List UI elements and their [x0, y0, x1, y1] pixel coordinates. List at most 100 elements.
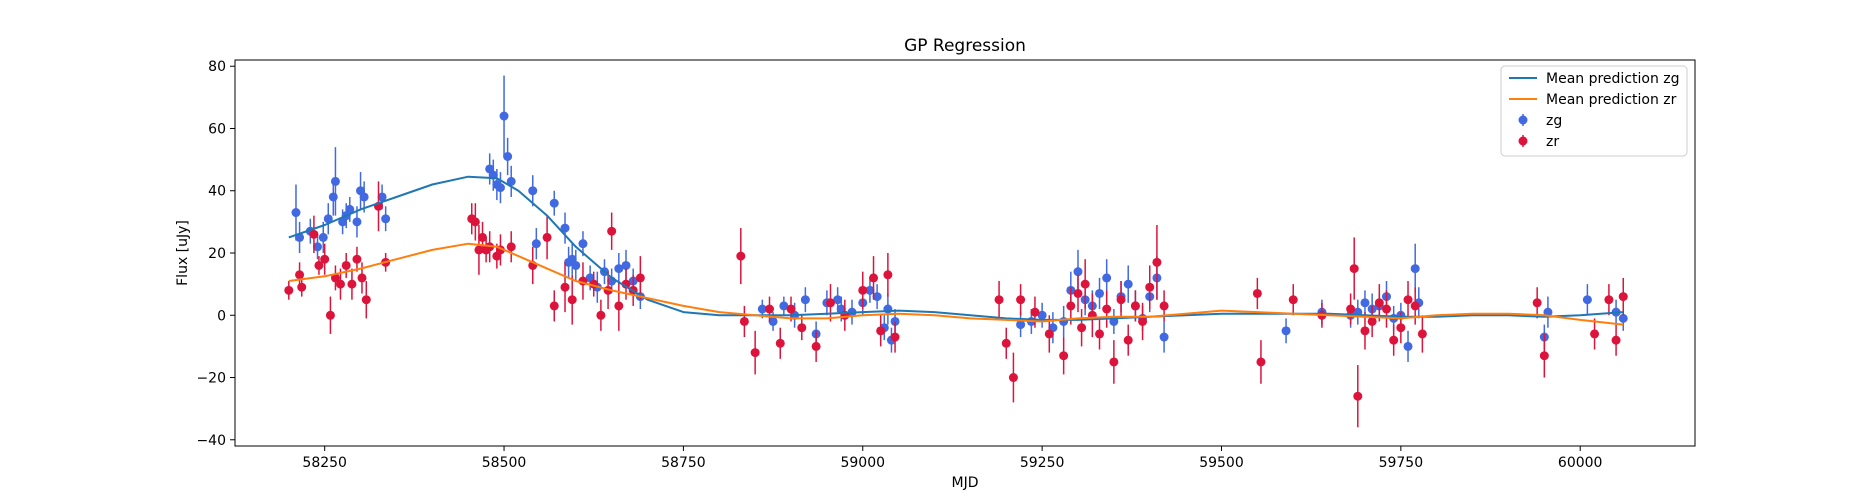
data-point — [549, 198, 559, 208]
data-point — [470, 217, 480, 227]
data-point — [1044, 329, 1054, 339]
data-point — [1016, 295, 1026, 305]
series-line — [288, 175, 1624, 321]
data-point — [1159, 301, 1169, 311]
data-point — [1080, 279, 1090, 289]
y-axis-label: Flux [uJy] — [175, 220, 191, 286]
data-point — [779, 301, 789, 311]
series-line — [288, 242, 1624, 326]
data-point — [614, 301, 624, 311]
data-point — [571, 260, 581, 270]
x-tick-label: 59500 — [1199, 455, 1244, 471]
data-point — [1611, 335, 1621, 345]
data-point — [297, 282, 307, 292]
data-point — [607, 226, 617, 236]
data-point — [291, 208, 301, 218]
data-point — [1281, 326, 1291, 336]
data-point — [359, 192, 369, 202]
data-point — [1604, 295, 1614, 305]
data-point — [578, 239, 588, 249]
data-point — [800, 295, 810, 305]
data-point — [1037, 310, 1047, 320]
data-point — [528, 186, 538, 196]
data-point — [811, 341, 821, 351]
data-point — [1109, 357, 1119, 367]
data-point — [1410, 301, 1420, 311]
data-point — [347, 279, 357, 289]
data-point — [621, 260, 631, 270]
x-tick-label: 59250 — [1020, 455, 1065, 471]
data-point — [1367, 316, 1377, 326]
data-point — [1059, 351, 1069, 361]
data-point — [1256, 357, 1266, 367]
data-point — [1539, 351, 1549, 361]
data-point — [1159, 332, 1169, 342]
data-point — [869, 273, 879, 283]
data-point — [865, 285, 875, 295]
data-point — [1123, 335, 1133, 345]
x-tick-label: 59000 — [840, 455, 885, 471]
y-tick-label: 60 — [208, 121, 226, 137]
data-point — [1618, 292, 1628, 302]
data-point — [1532, 298, 1542, 308]
y-tick-label: 0 — [217, 308, 226, 324]
data-point — [1059, 316, 1069, 326]
data-point — [1349, 264, 1359, 274]
x-tick-label: 60000 — [1558, 455, 1603, 471]
data-point — [750, 348, 760, 358]
data-point — [352, 217, 362, 227]
data-point — [883, 270, 893, 280]
axes: 58250 58500 58750 59000 59250 59500 59750 60000… — [196, 59, 1602, 471]
data-point — [614, 264, 624, 274]
data-point — [1346, 304, 1356, 314]
data-point — [1353, 391, 1363, 401]
data-point — [1073, 288, 1083, 298]
data-point — [1360, 326, 1370, 336]
data-point — [876, 326, 886, 336]
data-point — [325, 310, 335, 320]
data-point — [1095, 288, 1105, 298]
data-point — [335, 279, 345, 289]
data-point — [764, 304, 774, 314]
plot-area — [284, 75, 1628, 428]
data-point — [1389, 335, 1399, 345]
legend-label: zg — [1546, 113, 1562, 129]
data-point — [1066, 301, 1076, 311]
data-point — [1030, 307, 1040, 317]
data-point — [833, 295, 843, 305]
data-point — [323, 214, 333, 224]
data-point — [531, 239, 541, 249]
data-point — [381, 214, 391, 224]
data-point — [635, 273, 645, 283]
data-point — [1001, 338, 1011, 348]
data-point — [560, 282, 570, 292]
x-tick-label: 58500 — [482, 455, 527, 471]
data-point — [739, 316, 749, 326]
data-point — [736, 251, 746, 261]
data-point — [858, 285, 868, 295]
data-point — [757, 304, 767, 314]
data-point — [313, 242, 323, 252]
data-point — [345, 204, 355, 214]
data-point — [1252, 288, 1262, 298]
plot-frame — [234, 59, 1696, 447]
legend-marker-swatch — [1518, 115, 1528, 125]
data-point — [542, 232, 552, 242]
data-point — [567, 295, 577, 305]
legend-box — [1500, 65, 1688, 157]
data-point — [1543, 307, 1553, 317]
data-point — [357, 273, 367, 283]
data-point — [1138, 316, 1148, 326]
legend-label: zr — [1546, 134, 1559, 150]
y-tick-label: −40 — [196, 433, 226, 449]
data-point — [1582, 295, 1592, 305]
x-axis-label: MJD — [952, 475, 979, 491]
data-point — [361, 295, 371, 305]
data-point — [478, 232, 488, 242]
data-point — [1145, 282, 1155, 292]
series-zr-points — [284, 181, 1628, 428]
data-point — [284, 285, 294, 295]
y-tick-label: −20 — [196, 371, 226, 387]
